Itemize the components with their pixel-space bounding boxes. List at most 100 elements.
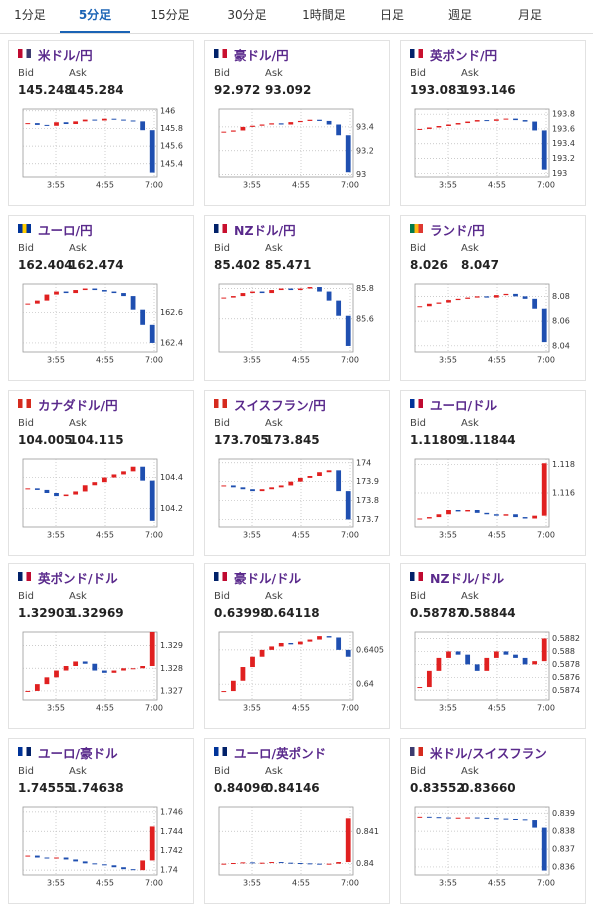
ask-label: Ask <box>461 418 479 429</box>
candle <box>297 477 303 482</box>
candle <box>130 466 136 472</box>
y-tick-label: 1.744 <box>160 827 183 836</box>
candle <box>140 666 146 669</box>
candle <box>63 122 69 125</box>
pair-name[interactable]: 豪ドル/ドル <box>234 571 302 586</box>
pair-name[interactable]: 英ポンド/円 <box>430 48 498 63</box>
pair-name[interactable]: NZドル/ドル <box>430 571 505 586</box>
candle <box>522 819 528 821</box>
pair-name[interactable]: NZドル/円 <box>234 223 296 238</box>
quote-card: ユーロ/円 Bid Ask 162.404 162.474 162.6 162.4 3:55 4… <box>8 215 194 381</box>
pair-name[interactable]: 豪ドル/円 <box>234 48 289 63</box>
mini-chart: 1.118 1.116 3:55 4:55 7:00 <box>414 458 575 540</box>
candle <box>288 122 294 125</box>
tab[interactable]: 15分足 <box>150 8 190 22</box>
bid-value: 8.026 <box>410 258 448 272</box>
candle <box>34 488 40 490</box>
x-tick-label: 3:55 <box>47 704 65 713</box>
tab[interactable]: 週足 <box>447 8 472 22</box>
quote-card: 豪ドル/円 Bid Ask 92.972 93.092 93.4 93.2 93 3:55 4:5… <box>204 40 390 206</box>
candle <box>269 123 275 125</box>
candle <box>82 661 88 664</box>
flag-icon <box>214 49 227 58</box>
candle <box>269 646 275 650</box>
mini-chart: 1.746 1.744 1.742 1.74 3:55 4:55 7:00 <box>22 806 183 888</box>
candle <box>92 482 98 486</box>
candle <box>307 476 313 478</box>
candle <box>278 642 284 647</box>
pair-name[interactable]: 米ドル/スイスフラン <box>430 746 547 761</box>
ask-label: Ask <box>69 68 87 79</box>
candle <box>44 489 50 493</box>
x-tick-label: 7:00 <box>145 531 163 540</box>
candle <box>474 296 480 298</box>
quote-card: スイスフラン/円 Bid Ask 173.705 173.845 174 173.9 173.… <box>204 390 390 556</box>
bid-value: 145.248 <box>18 83 73 97</box>
tab[interactable]: 1分足 <box>14 8 46 22</box>
pair-name[interactable]: カナダドル/円 <box>38 398 118 413</box>
candle <box>92 288 98 291</box>
pair-name[interactable]: ユーロ/豪ドル <box>38 746 118 761</box>
bid-value: 162.404 <box>18 258 73 272</box>
y-tick-label: 0.5882 <box>552 634 580 643</box>
pair-name[interactable]: 米ドル/円 <box>38 48 93 63</box>
ask-label: Ask <box>265 68 283 79</box>
plot-frame <box>22 806 158 876</box>
flag-icon <box>410 224 423 233</box>
ask-value: 1.74638 <box>69 781 124 795</box>
pair-name[interactable]: ユーロ/英ポンド <box>234 746 327 761</box>
candle <box>221 131 227 133</box>
mini-chart: 146 145.8 145.6 145.4 3:55 4:55 7:00 <box>22 106 183 190</box>
candle <box>345 491 351 520</box>
x-tick-label: 7:00 <box>145 879 163 888</box>
y-tick-label: 104.4 <box>160 473 183 482</box>
pair-name[interactable]: 英ポンド/ドル <box>38 571 118 586</box>
ask-value: 162.474 <box>69 258 124 272</box>
candle <box>101 118 107 121</box>
candle <box>336 862 342 864</box>
pair-name[interactable]: ユーロ/円 <box>38 223 93 238</box>
bid-label: Bid <box>214 766 230 777</box>
candle <box>63 494 69 497</box>
x-tick-label: 3:55 <box>47 531 65 540</box>
x-tick-label: 7:00 <box>341 181 359 190</box>
x-tick-label: 3:55 <box>243 181 261 190</box>
candle <box>455 298 461 301</box>
candle <box>336 124 342 136</box>
ask-label: Ask <box>461 591 479 602</box>
candle <box>474 510 480 513</box>
candle <box>34 684 40 691</box>
pair-name[interactable]: ユーロ/ドル <box>430 398 498 413</box>
candle <box>493 119 499 121</box>
candle <box>111 865 117 868</box>
ask-label: Ask <box>69 591 87 602</box>
ask-value: 1.32969 <box>69 606 124 620</box>
pair-name[interactable]: スイスフラン/円 <box>234 398 326 413</box>
candle <box>532 121 538 131</box>
y-tick-label: 0.5876 <box>552 673 580 682</box>
candle <box>503 293 509 296</box>
quote-card: 米ドル/スイスフラン Bid Ask 0.83552 0.83660 0.839 0.838… <box>400 738 586 904</box>
candle <box>532 820 538 828</box>
pair-name[interactable]: ランド/円 <box>430 223 485 238</box>
candle <box>417 687 423 689</box>
tab[interactable]: 月足 <box>517 8 542 22</box>
bid-label: Bid <box>18 591 34 602</box>
mini-chart: 104.4 104.2 3:55 4:55 7:00 <box>22 458 183 540</box>
candle <box>474 817 480 819</box>
quote-card: 米ドル/円 Bid Ask 145.248 145.284 146 145.8 145.6 14… <box>8 40 194 206</box>
tab[interactable]: 1時間足 <box>302 8 346 22</box>
candle <box>92 119 98 121</box>
ask-label: Ask <box>69 243 87 254</box>
bid-value: 85.402 <box>214 258 261 272</box>
tab[interactable]: 5分足 <box>60 0 130 33</box>
candle <box>278 485 284 488</box>
tab[interactable]: 30分足 <box>227 8 267 22</box>
candle <box>149 130 155 173</box>
tab[interactable]: 日足 <box>379 8 404 22</box>
candle <box>121 867 126 870</box>
candle <box>532 661 538 665</box>
bid-label: Bid <box>214 591 230 602</box>
candle <box>25 690 31 692</box>
